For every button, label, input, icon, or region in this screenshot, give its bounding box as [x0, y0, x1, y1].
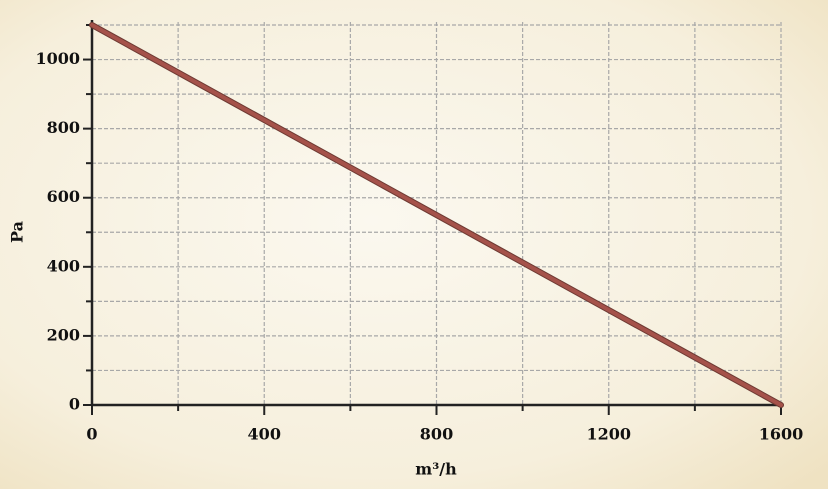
x-tick-label: 1200: [586, 425, 631, 444]
x-tick-label: 400: [248, 425, 281, 444]
y-tick-label: 800: [47, 118, 80, 137]
x-tick-label: 800: [420, 425, 453, 444]
y-tick-label: 1000: [35, 49, 80, 68]
y-tick-label: 0: [69, 395, 80, 414]
line: [90, 23, 783, 407]
x-tick-label: 1600: [759, 425, 804, 444]
x-tick-label: 0: [86, 425, 97, 444]
x-axis-label: m³/h: [415, 460, 457, 479]
y-tick-label: 400: [47, 256, 80, 275]
y-tick-label: 200: [47, 325, 80, 344]
y-axis-label: Pa: [8, 221, 27, 243]
y-tick-label: 600: [47, 187, 80, 206]
